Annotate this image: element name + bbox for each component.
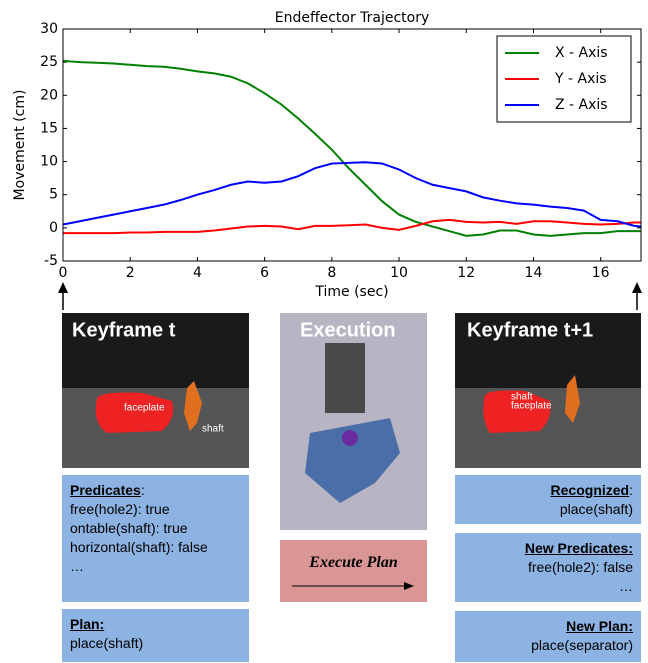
line: free(hole2): true <box>70 501 170 517</box>
line: horizontal(shaft): false <box>70 539 208 555</box>
x-tick-label: 6 <box>260 265 269 281</box>
line: … <box>619 578 633 594</box>
image-title: Keyframe t <box>72 319 176 341</box>
execute-arrow <box>292 582 414 590</box>
line: place(shaft) <box>70 635 144 651</box>
execute-label: Execute Plan <box>309 554 398 571</box>
recognized-box: Recognized: place(shaft) <box>455 475 641 524</box>
x-tick-label: 16 <box>592 265 610 281</box>
plan-box: Plan: place(shaft) <box>62 609 249 662</box>
x-tick-label: 2 <box>126 265 135 281</box>
y-tick-label: 15 <box>40 120 58 136</box>
y-tick-label: 5 <box>49 187 58 203</box>
predicates-box: Predicates: free(hole2): true ontable(sh… <box>62 475 249 602</box>
image-label: faceplate <box>511 401 552 412</box>
heading: Predicates <box>70 482 141 498</box>
heading: New Predicates: <box>524 540 633 556</box>
y-tick-label: 30 <box>40 21 58 37</box>
new-plan-box: New Plan: place(separator) <box>455 611 641 662</box>
plot-frame <box>62 28 642 262</box>
line: place(separator) <box>531 637 633 653</box>
line: place(shaft) <box>559 501 633 517</box>
x-tick-label: 10 <box>390 265 408 281</box>
legend-label: Z - Axis <box>555 97 608 113</box>
series-line <box>63 218 641 235</box>
image-title: Keyframe t+1 <box>467 319 593 341</box>
keyframe-image: Keyframe t faceplate shaft <box>62 313 249 468</box>
heading: New Plan: <box>566 618 633 634</box>
x-axis-label: Time (sec) <box>314 284 388 300</box>
new-predicates-box: New Predicates: free(hole2): false … <box>455 533 641 602</box>
y-tick-label: 20 <box>40 87 58 103</box>
chart-title: Endeffector Trajectory <box>275 10 430 26</box>
image-label: faceplate <box>124 403 165 414</box>
image-title: Execution <box>300 319 396 341</box>
y-tick-label: 10 <box>40 154 58 170</box>
execute-box: Execute Plan <box>280 540 427 602</box>
line: ontable(shaft): true <box>70 520 188 536</box>
y-axis-label: Movement (cm) <box>12 90 28 201</box>
image-label: shaft <box>511 392 533 403</box>
x-tick-label: 4 <box>193 265 202 281</box>
chart: Endeffector Trajectory Time (sec) Moveme… <box>12 10 642 300</box>
y-tick-label: -5 <box>44 253 58 269</box>
x-tick-label: 8 <box>327 265 336 281</box>
y-tick-label: 25 <box>40 54 58 70</box>
legend-label: X - Axis <box>555 45 608 61</box>
line: … <box>70 558 84 574</box>
heading: Plan: <box>70 616 105 632</box>
series-line <box>62 161 642 228</box>
colon: : <box>629 482 633 498</box>
x-tick-label: 14 <box>525 265 543 281</box>
x-tick-label: 0 <box>59 265 68 281</box>
y-tick-label: 0 <box>49 220 58 236</box>
execution-image: Execution <box>280 313 427 530</box>
x-tick-label: 12 <box>457 265 475 281</box>
line: free(hole2): false <box>527 559 633 575</box>
heading: Recognized <box>550 482 630 498</box>
series-line <box>62 59 641 237</box>
colon: : <box>140 482 145 498</box>
legend-label: Y - Axis <box>554 71 607 87</box>
image-label: shaft <box>202 424 224 435</box>
keyframe-image: Keyframe t+1 shaft faceplate <box>455 313 641 468</box>
